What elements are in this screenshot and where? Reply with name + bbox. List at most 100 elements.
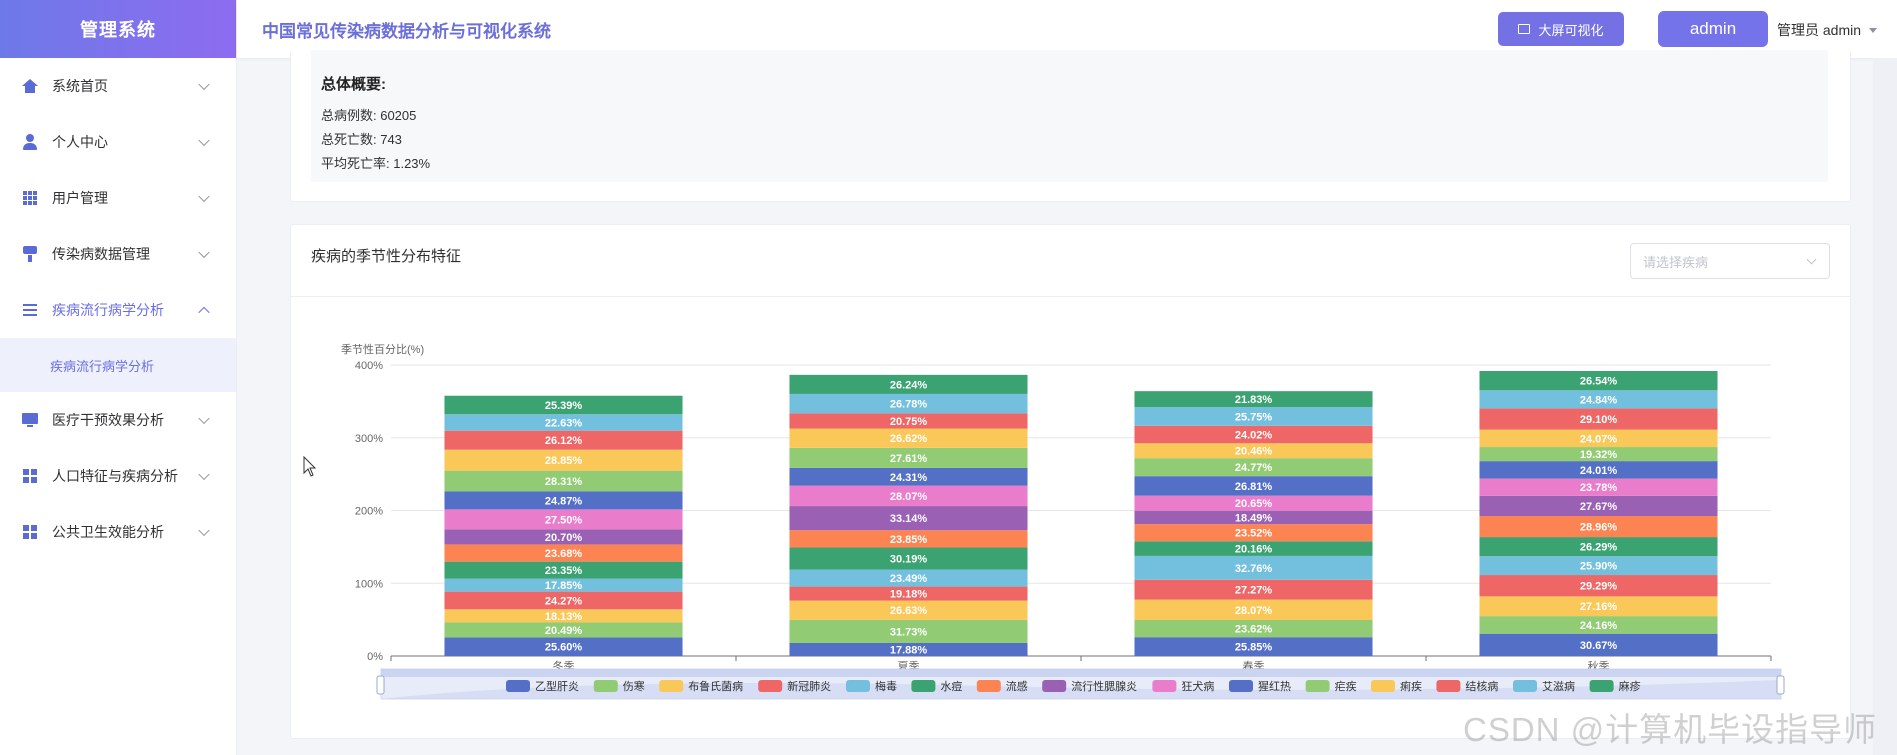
bar-data-label: 20.49% xyxy=(545,625,583,637)
bar-segment xyxy=(789,530,1028,548)
sidebar-item-label: 用户管理 xyxy=(52,190,108,206)
legend-label: 痢疾 xyxy=(1400,679,1422,693)
bar-data-label: 20.70% xyxy=(545,532,583,544)
bar-data-label: 28.31% xyxy=(545,476,583,488)
list-icon xyxy=(22,302,38,318)
sidebar-item-disease-data[interactable]: 传染病数据管理 xyxy=(0,226,236,282)
sidebar-item-label: 医疗干预效果分析 xyxy=(52,412,164,428)
sidebar-item-label: 传染病数据管理 xyxy=(52,246,150,262)
disease-select-placeholder: 请选择疾病 xyxy=(1643,254,1709,270)
user-label: 管理员 admin xyxy=(1777,22,1862,38)
legend-swatch xyxy=(1589,680,1614,692)
bar-data-label: 26.78% xyxy=(890,399,928,411)
bar-segment xyxy=(1134,407,1373,426)
bar-segment xyxy=(444,470,683,492)
chevron-down-icon xyxy=(198,190,210,203)
admin-button[interactable]: admin xyxy=(1658,11,1768,47)
bar-data-label: 30.67% xyxy=(1580,640,1618,652)
legend-swatch xyxy=(846,680,870,692)
legend-swatch xyxy=(758,680,783,692)
chevron-down-icon xyxy=(1806,254,1817,265)
bar-segment xyxy=(444,491,683,510)
bar-data-label: 26.12% xyxy=(545,435,583,447)
bar-segment xyxy=(444,529,683,545)
y-axis-label: 季节性百分比(%) xyxy=(341,342,424,356)
bar-segment xyxy=(1479,429,1718,448)
sidebar: 管理系统 系统首页 个人中心 用户管理 传染病数据管理 疾病流行病学分析 疾病流… xyxy=(0,0,237,755)
bar-data-label: 23.85% xyxy=(890,534,928,546)
legend-swatch xyxy=(659,680,684,692)
bar-segment xyxy=(789,393,1028,414)
bar-data-label: 25.85% xyxy=(1235,642,1273,654)
bar-segment xyxy=(789,467,1028,486)
legend-label: 疟疾 xyxy=(1335,679,1357,693)
legend-label: 伤寒 xyxy=(623,679,645,693)
sidebar-item-label: 公共卫生效能分析 xyxy=(52,524,164,540)
watermark: CSDN @计算机毕设指导师 xyxy=(1463,711,1878,748)
bar-data-label: 24.84% xyxy=(1580,394,1618,406)
legend-label: 水痘 xyxy=(940,679,962,693)
bar-data-label: 26.63% xyxy=(890,605,928,617)
bar-segment xyxy=(444,561,683,579)
bar-data-label: 23.49% xyxy=(890,573,928,585)
sidebar-item-public-health[interactable]: 公共卫生效能分析 xyxy=(0,504,236,560)
bar-data-label: 24.77% xyxy=(1235,462,1273,474)
chevron-down-icon xyxy=(198,524,210,537)
bar-segment xyxy=(444,544,683,562)
bigscreen-label: 大屏可视化 xyxy=(1538,22,1604,38)
page-title: 中国常见传染病数据分析与可视化系统 xyxy=(262,21,551,41)
bar-data-label: 28.96% xyxy=(1580,522,1618,534)
sidebar-item-population[interactable]: 人口特征与疾病分析 xyxy=(0,448,236,504)
total-cases: 总病例数: 60205 xyxy=(321,108,417,123)
user-dropdown[interactable]: 管理员 admin xyxy=(1777,20,1878,40)
chevron-down-icon xyxy=(198,246,210,259)
bar-data-label: 26.24% xyxy=(890,379,928,391)
bar-data-label: 26.81% xyxy=(1235,481,1273,493)
bar-segment xyxy=(789,586,1028,601)
bar-segment xyxy=(1479,447,1718,462)
avg-fatality: 平均死亡率: 1.23% xyxy=(321,156,431,171)
legend-swatch xyxy=(1042,680,1067,692)
legend-label: 乙型肝炎 xyxy=(535,679,579,693)
disease-select[interactable]: 请选择疾病 xyxy=(1630,243,1830,279)
bar-data-label: 23.52% xyxy=(1235,528,1273,540)
y-tick-label: 100% xyxy=(355,578,383,590)
sidebar-item-label: 个人中心 xyxy=(52,134,108,150)
seasonal-stacked-bar-chart: 季节性百分比(%) 0% 100% 200% 300% 400% 25.60% 20.49% 1… xyxy=(341,342,1785,700)
chevron-up-icon xyxy=(198,306,210,319)
bar-segment xyxy=(789,600,1028,620)
sidebar-item-label: 疾病流行病学分析 xyxy=(52,302,164,318)
bar-segment xyxy=(1134,443,1373,459)
bar-segment xyxy=(444,591,683,610)
bar-data-label: 31.73% xyxy=(890,626,928,638)
sidebar-item-users[interactable]: 用户管理 xyxy=(0,170,236,226)
overview-card: 总体概要: 总病例数: 60205 总死亡数: 743 平均死亡率: 1.23% xyxy=(290,50,1851,202)
sidebar-item-home[interactable]: 系统首页 xyxy=(0,58,236,114)
bar-data-label: 28.07% xyxy=(1235,605,1273,617)
legend-swatch xyxy=(1305,680,1330,692)
apps-icon xyxy=(22,524,38,540)
chevron-down-icon xyxy=(198,468,210,481)
screen-icon xyxy=(1518,24,1531,34)
zoom-slider-handle-right xyxy=(1776,675,1785,695)
legend-label: 流感 xyxy=(1006,679,1028,693)
bigscreen-button[interactable]: 大屏可视化 xyxy=(1498,12,1624,46)
bar-segment xyxy=(1134,620,1373,638)
scroll-rail[interactable] xyxy=(1873,58,1897,755)
bar-segment xyxy=(1479,495,1718,517)
sidebar-item-epidemiology[interactable]: 疾病流行病学分析 xyxy=(0,282,236,338)
bar-data-label: 25.60% xyxy=(545,642,583,654)
legend-label: 结核病 xyxy=(1465,679,1498,693)
bar-segment xyxy=(1134,458,1373,477)
top-header: 中国常见传染病数据分析与可视化系统 大屏可视化 admin 管理员 admin xyxy=(237,0,1897,58)
bar-segment xyxy=(789,569,1028,587)
mouse-cursor-icon xyxy=(303,456,317,477)
y-tick-label: 300% xyxy=(355,433,383,445)
bar-segment xyxy=(789,547,1028,570)
sidebar-item-profile[interactable]: 个人中心 xyxy=(0,114,236,170)
bar-segment xyxy=(1479,516,1718,538)
user-icon xyxy=(22,134,38,150)
sidebar-subitem-epidemiology[interactable]: 疾病流行病学分析 xyxy=(0,338,236,392)
sidebar-item-intervention[interactable]: 医疗干预效果分析 xyxy=(0,392,236,448)
bar-data-label: 27.67% xyxy=(1580,501,1618,513)
